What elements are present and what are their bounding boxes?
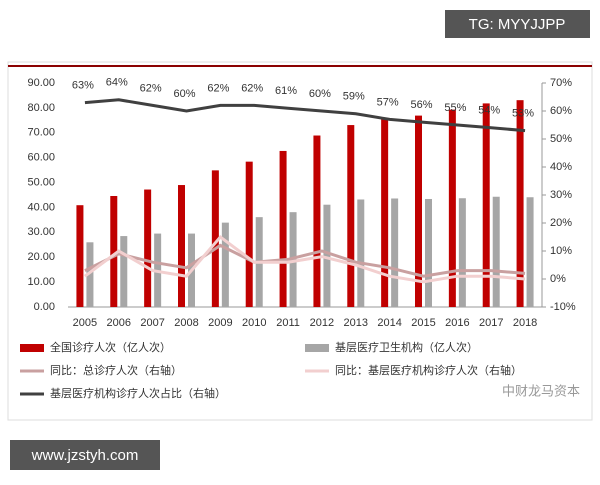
frame	[7, 61, 593, 421]
data-label: 53%	[512, 108, 534, 120]
bar	[221, 222, 229, 307]
x-tick-label: 2005	[73, 317, 97, 329]
y2-tick-label: 60%	[550, 105, 572, 117]
legend-label: 同比：基层医疗机构诊疗人次（右轴）	[335, 363, 522, 377]
bar	[357, 199, 365, 307]
bar	[211, 170, 219, 307]
y-tick-label: 10.00	[27, 276, 55, 288]
bar	[482, 103, 490, 307]
data-label: 62%	[207, 82, 229, 94]
bar	[178, 185, 185, 307]
bar	[425, 198, 432, 307]
x-tick-label: 2008	[174, 317, 198, 329]
x-tick-label: 2013	[344, 317, 368, 329]
data-label: 63%	[72, 80, 94, 92]
y-tick-label: 70.00	[27, 127, 55, 139]
bar	[245, 161, 253, 307]
y-tick-label: 60.00	[27, 152, 55, 164]
data-label: 59%	[343, 91, 365, 103]
x-tick-label: 2016	[445, 317, 469, 329]
x-tick-label: 2012	[310, 317, 334, 329]
data-label: 62%	[140, 82, 162, 94]
y2-tick-label: 50%	[550, 133, 572, 145]
line	[84, 234, 526, 284]
legend-swatch	[20, 344, 44, 352]
bar	[144, 189, 152, 307]
data-label: 60%	[309, 88, 331, 100]
data-label: 57%	[377, 96, 399, 108]
y2-tick-label: 10%	[550, 245, 572, 257]
legend-label: 基层医疗卫生机构（亿人次）	[335, 340, 478, 354]
line	[84, 243, 526, 278]
y-tick-label: 20.00	[27, 251, 55, 263]
x-tick-label: 2018	[513, 317, 537, 329]
bar	[76, 205, 84, 307]
bar	[516, 100, 524, 307]
data-label: 56%	[410, 99, 432, 111]
data-label: 61%	[275, 85, 297, 97]
x-tick-label: 2014	[377, 317, 401, 329]
badge: TG: MYYJJPP	[469, 16, 566, 33]
x-tick-label: 2007	[140, 317, 164, 329]
x-tick-label: 2017	[479, 317, 503, 329]
bar	[526, 197, 534, 307]
y2-tick-label: 40%	[550, 161, 572, 173]
footer-url: www.jzstyh.com	[31, 447, 139, 464]
y-tick-label: 0.00	[34, 301, 55, 313]
y-tick-label: 50.00	[27, 176, 55, 188]
bar	[347, 125, 355, 307]
watermark: 中财龙马资本	[502, 383, 580, 398]
data-label: 55%	[444, 102, 466, 114]
badge-box	[445, 10, 590, 38]
bar	[381, 117, 389, 307]
bar	[86, 242, 94, 307]
bar	[313, 135, 321, 307]
legend: 全国诊疗人次（亿人次） 基层医疗卫生机构（亿人次） 同比：总诊疗人次（右轴） 同比：基…	[20, 340, 522, 400]
bar	[110, 195, 118, 307]
y-tick-label: 40.00	[27, 201, 55, 213]
data-label: 54%	[478, 105, 500, 117]
bar	[323, 204, 331, 307]
y-tick-label: 80.00	[27, 102, 55, 114]
y-tick-label: 90.00	[27, 77, 55, 89]
footer-box	[10, 440, 160, 470]
bar	[391, 198, 399, 307]
y2-tick-label: 0%	[550, 273, 566, 285]
legend-label: 基层医疗机构诊疗人次占比（右轴）	[50, 386, 226, 400]
y2-tick-label: -10%	[550, 301, 576, 313]
x-tick-label: 2006	[107, 317, 131, 329]
x-tick-label: 2010	[242, 317, 266, 329]
legend-label: 全国诊疗人次（亿人次）	[50, 340, 171, 354]
y-tick-label: 30.00	[27, 226, 55, 238]
data-label: 62%	[241, 82, 263, 94]
x-tick-label: 2009	[208, 317, 232, 329]
legend-label: 同比：总诊疗人次（右轴）	[50, 363, 182, 377]
bar	[415, 115, 422, 307]
bar	[492, 196, 500, 307]
bar	[120, 236, 128, 307]
x-tick-label: 2015	[411, 317, 435, 329]
y2-tick-label: 20%	[550, 217, 572, 229]
bar	[458, 198, 466, 307]
bar	[279, 150, 287, 307]
y2-tick-label: 70%	[550, 77, 572, 89]
bar	[448, 109, 456, 308]
data-label: 60%	[173, 88, 195, 100]
line	[84, 98, 526, 133]
data-label: 64%	[106, 77, 128, 89]
legend-swatch	[305, 344, 329, 352]
x-tick-label: 2011	[276, 317, 300, 329]
y2-tick-label: 30%	[550, 189, 572, 201]
